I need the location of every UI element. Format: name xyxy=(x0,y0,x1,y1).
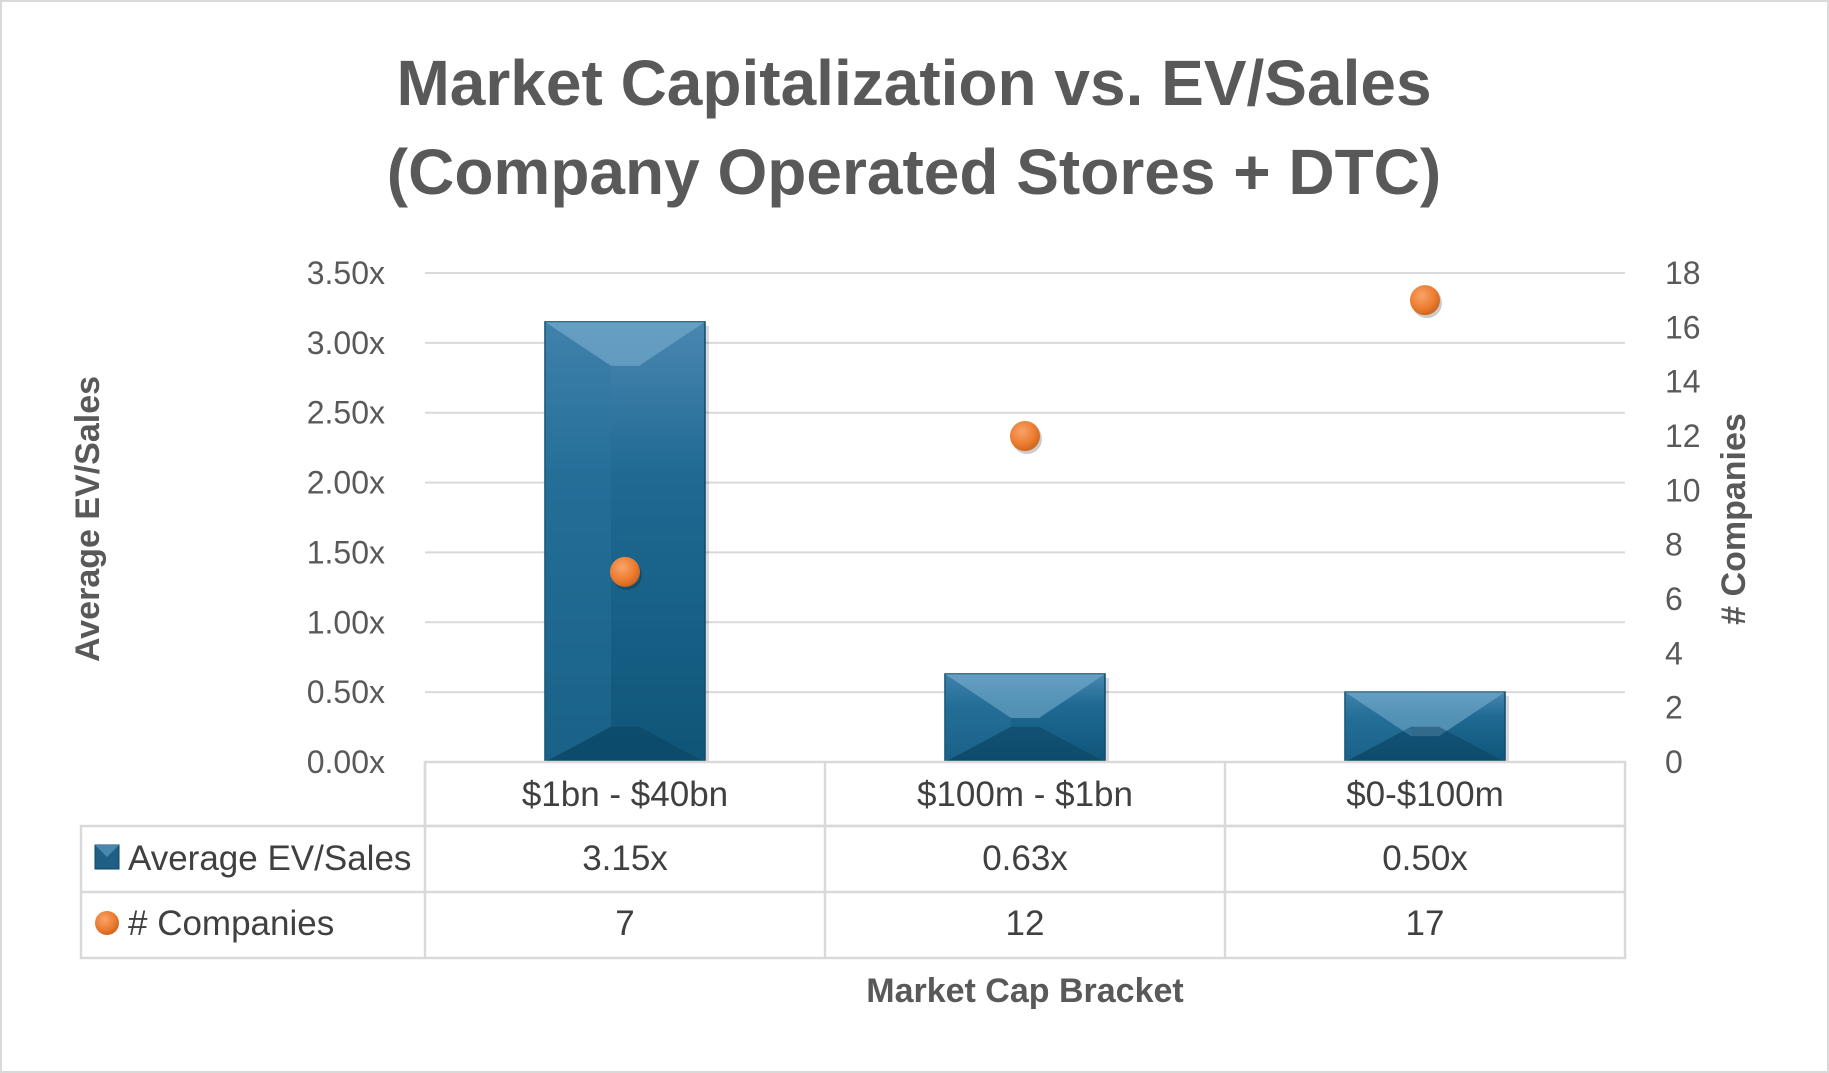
right-axis-tick-label: 0 xyxy=(1665,744,1683,780)
table-cell-companies: 7 xyxy=(615,904,634,943)
left-axis-title: Average EV/Sales xyxy=(69,376,107,662)
right-axis-tick-label: 2 xyxy=(1665,690,1683,726)
right-axis-tick-label: 10 xyxy=(1665,472,1701,508)
right-axis-tick-label: 14 xyxy=(1665,364,1701,400)
legend-key-dot xyxy=(95,911,119,935)
x-axis-title: Market Cap Bracket xyxy=(866,972,1183,1010)
right-axis-tick-label: 16 xyxy=(1665,309,1701,345)
right-axis-tick-label: 18 xyxy=(1665,255,1701,291)
table-cell-ev-sales: 0.50x xyxy=(1382,839,1468,878)
left-axis-tick-label: 0.00x xyxy=(307,744,385,780)
bar xyxy=(944,673,1109,763)
legend-label-ev-sales: Average EV/Sales xyxy=(128,839,411,878)
table-cell-companies: 12 xyxy=(1006,904,1045,943)
data-table: Average EV/Sales # Companies $1bn - $40b… xyxy=(79,760,1627,960)
bar xyxy=(544,321,709,763)
right-axis-tick-label: 4 xyxy=(1665,635,1683,671)
left-axis-tick-label: 2.50x xyxy=(307,395,385,431)
markers-layer xyxy=(610,285,1442,590)
data-point xyxy=(1010,421,1042,454)
chart-title-line-1: Market Capitalization vs. EV/Sales xyxy=(396,47,1431,119)
right-axis-tick-label: 6 xyxy=(1665,581,1683,617)
legend-key-bar-highlight xyxy=(95,845,119,857)
bar xyxy=(1344,691,1509,763)
bars-layer xyxy=(544,321,1509,763)
right-axis-title: # Companies xyxy=(1715,413,1753,625)
right-axis-tick-label: 8 xyxy=(1665,527,1683,563)
left-axis-tick-label: 2.00x xyxy=(307,465,385,501)
left-axis-tick-label: 1.50x xyxy=(307,534,385,570)
table-cell-ev-sales: 3.15x xyxy=(582,839,668,878)
right-axis-ticks: 0 2 4 6 8 10 12 14 16 18 xyxy=(1665,255,1701,780)
category-label: $0-$100m xyxy=(1346,775,1504,814)
data-point xyxy=(610,556,642,590)
left-axis-tick-label: 1.00x xyxy=(307,604,385,640)
category-label: $1bn - $40bn xyxy=(522,775,728,814)
left-axis-tick-label: 3.50x xyxy=(307,255,385,291)
chart-title-line-2: (Company Operated Stores + DTC) xyxy=(387,136,1441,208)
table-cell-companies: 17 xyxy=(1406,904,1445,943)
right-axis-tick-label: 12 xyxy=(1665,418,1701,454)
left-axis-tick-label: 3.00x xyxy=(307,325,385,361)
table-cell-ev-sales: 0.63x xyxy=(982,839,1068,878)
data-point xyxy=(1410,285,1442,319)
legend-label-companies: # Companies xyxy=(128,904,334,943)
left-axis-tick-label: 0.50x xyxy=(307,674,385,710)
left-axis-ticks: 0.00x 0.50x 1.00x 1.50x 2.00x 2.50x 3.00x 3.50x xyxy=(307,255,385,780)
category-label: $100m - $1bn xyxy=(917,775,1133,814)
